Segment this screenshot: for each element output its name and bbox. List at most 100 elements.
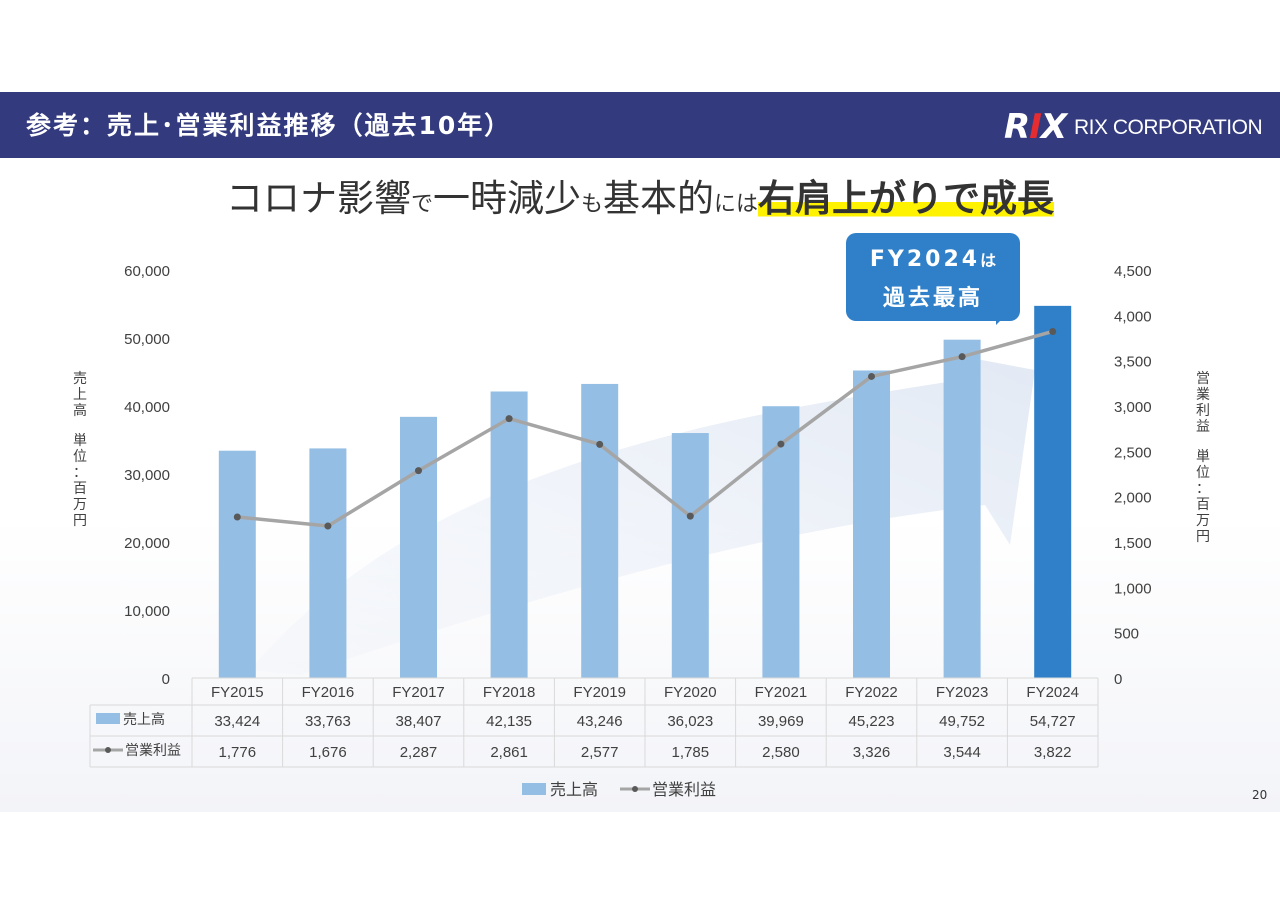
table-cell-sales: 49,752 bbox=[939, 713, 985, 730]
line-point-FY2020 bbox=[686, 512, 694, 520]
table-cell-profit: 2,287 bbox=[400, 744, 438, 761]
bar-FY2019 bbox=[581, 383, 619, 678]
line-point-FY2016 bbox=[324, 522, 332, 530]
table-cell-profit: 1,776 bbox=[219, 744, 257, 761]
bar-FY2015 bbox=[218, 450, 256, 678]
bar-FY2020 bbox=[671, 433, 709, 678]
x-tick-label: FY2019 bbox=[573, 684, 626, 701]
table-cell-sales: 36,023 bbox=[667, 713, 713, 730]
table-row-header-sales: 売上高 bbox=[123, 711, 165, 728]
x-tick-label: FY2023 bbox=[936, 684, 989, 701]
headline-part3: 一時減少 bbox=[432, 177, 581, 220]
company-logo: RIX RIX CORPORATION bbox=[1004, 107, 1266, 147]
y-left-tick-label: 0 bbox=[162, 671, 170, 688]
x-tick-label: FY2024 bbox=[1026, 684, 1079, 701]
y-right-tick-label: 3,500 bbox=[1114, 354, 1152, 371]
slide-title: 参考：売上･営業利益推移（過去10年） bbox=[26, 111, 512, 140]
y-right-tick-label: 4,000 bbox=[1114, 308, 1152, 325]
callout-year: FY2024 bbox=[869, 247, 981, 272]
table-cell-sales: 39,969 bbox=[758, 713, 804, 730]
headline-part4: も bbox=[580, 192, 603, 217]
y-right-axis-title: 営業利益 bbox=[1196, 371, 1210, 435]
headline-highlight: 右肩上がりで成長 bbox=[758, 177, 1055, 220]
line-point-FY2018 bbox=[505, 415, 513, 423]
y-right-axis-unit: 単位：百万円 bbox=[1196, 449, 1210, 545]
y-right-tick-label: 2,500 bbox=[1114, 444, 1152, 461]
legend-marker-profit bbox=[632, 786, 638, 792]
headline: コロナ影響で一時減少も基本的には右肩上がりで成長 bbox=[0, 168, 1280, 228]
y-right-tick-label: 1,500 bbox=[1114, 535, 1152, 552]
logo-text: RIX CORPORATION bbox=[1074, 116, 1263, 139]
y-left-axis-unit: 単位：百万円 bbox=[73, 433, 87, 529]
y-right-tick-label: 2,000 bbox=[1114, 490, 1152, 507]
line-point-FY2017 bbox=[415, 467, 422, 475]
y-left-tick-label: 30,000 bbox=[124, 467, 170, 484]
table-cell-profit: 1,785 bbox=[672, 744, 710, 761]
y-left-tick-label: 20,000 bbox=[124, 535, 170, 552]
x-tick-label: FY2021 bbox=[755, 684, 808, 701]
x-tick-label: FY2015 bbox=[211, 684, 264, 701]
bar-FY2017 bbox=[400, 416, 437, 678]
line-point-FY2015 bbox=[233, 513, 241, 521]
table-legend-line-marker bbox=[105, 747, 111, 753]
table-cell-profit: 2,577 bbox=[581, 744, 619, 761]
y-left-tick-label: 60,000 bbox=[124, 263, 170, 280]
table-cell-profit: 1,676 bbox=[309, 744, 347, 761]
record-high-callout: FY2024は 過去最高 bbox=[846, 233, 1020, 325]
y-right-tick-label: 4,500 bbox=[1114, 263, 1152, 280]
table-cell-sales: 45,223 bbox=[849, 713, 895, 730]
y-left-axis-title: 売上高 bbox=[73, 371, 87, 419]
legend-label-profit: 営業利益 bbox=[652, 780, 716, 799]
y-right-tick-label: 500 bbox=[1114, 626, 1139, 643]
y-left-tick-label: 40,000 bbox=[124, 399, 170, 416]
legend-swatch-sales bbox=[522, 783, 546, 795]
x-tick-label: FY2020 bbox=[664, 684, 717, 701]
line-point-FY2024 bbox=[1049, 327, 1057, 335]
line-point-FY2021 bbox=[777, 440, 785, 448]
bar-FY2016 bbox=[309, 448, 347, 678]
legend-label-sales: 売上高 bbox=[550, 780, 598, 799]
operating-profit-line bbox=[237, 329, 1054, 528]
table-cell-sales: 42,135 bbox=[486, 713, 532, 730]
slide-header: 参考：売上･営業利益推移（過去10年） RIX RIX CORPORATION bbox=[0, 92, 1280, 158]
x-tick-label: FY2018 bbox=[483, 684, 536, 701]
callout-text: 過去最高 bbox=[882, 286, 983, 311]
table-cell-profit: 3,544 bbox=[943, 744, 981, 761]
bar-FY2023 bbox=[943, 339, 981, 678]
page-number: 20 bbox=[1252, 788, 1268, 802]
table-cell-profit: 2,580 bbox=[762, 744, 800, 761]
bar-FY2022 bbox=[853, 370, 890, 678]
table-cell-profit: 3,326 bbox=[853, 744, 891, 761]
table-cell-sales: 38,407 bbox=[396, 713, 442, 730]
x-tick-label: FY2017 bbox=[392, 684, 445, 701]
table-cell-profit: 2,861 bbox=[490, 744, 528, 761]
table-cell-sales: 33,424 bbox=[214, 713, 260, 730]
headline-part2: で bbox=[410, 192, 433, 217]
x-tick-label: FY2016 bbox=[302, 684, 355, 701]
y-right-tick-label: 0 bbox=[1114, 671, 1122, 688]
trend-arrow-decoration bbox=[250, 355, 1035, 675]
bar-FY2021 bbox=[762, 406, 800, 678]
headline-part5: 基本的 bbox=[603, 177, 714, 220]
line-point-FY2019 bbox=[596, 440, 604, 448]
y-right-tick-label: 1,000 bbox=[1114, 580, 1152, 597]
logo-mark: RIX bbox=[1004, 107, 1067, 147]
y-left-tick-label: 10,000 bbox=[124, 603, 170, 620]
table-cell-sales: 43,246 bbox=[577, 713, 623, 730]
y-right-tick-label: 3,000 bbox=[1114, 399, 1152, 416]
x-tick-label: FY2022 bbox=[845, 684, 898, 701]
callout-suffix: は bbox=[980, 251, 997, 270]
table-cell-sales: 54,727 bbox=[1030, 713, 1076, 730]
line-point-FY2023 bbox=[958, 353, 966, 361]
table-legend-bar-swatch bbox=[96, 713, 120, 724]
table-row-header-profit: 営業利益 bbox=[125, 743, 181, 759]
y-left-tick-label: 50,000 bbox=[124, 331, 170, 348]
headline-part1: コロナ影響 bbox=[225, 177, 411, 220]
table-cell-sales: 33,763 bbox=[305, 713, 351, 730]
bar-FY2018 bbox=[490, 391, 528, 678]
headline-part6: には bbox=[714, 192, 759, 217]
bar-FY2024 bbox=[1034, 305, 1072, 678]
table-cell-profit: 3,822 bbox=[1034, 744, 1072, 761]
line-point-FY2022 bbox=[868, 372, 875, 380]
